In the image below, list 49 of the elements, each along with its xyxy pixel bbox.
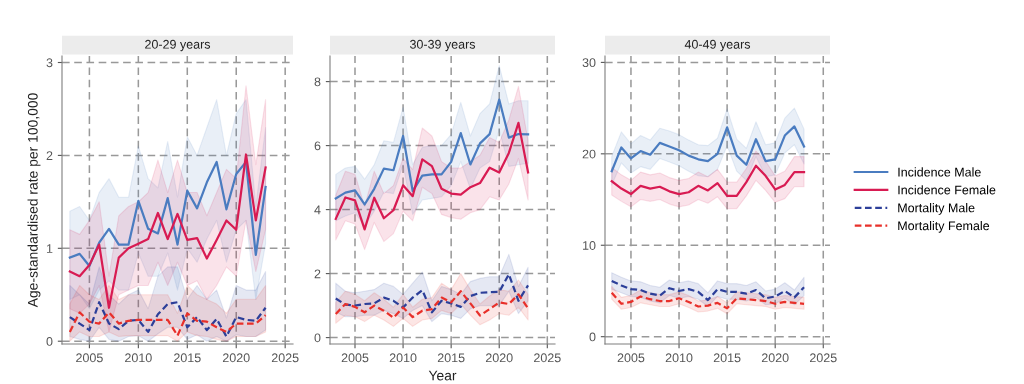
y-tick-label: 2 (46, 151, 53, 160)
line-series (334, 290, 530, 319)
y-tick-label: 4 (314, 205, 321, 215)
y-tick-label: 20 (582, 149, 596, 159)
x-tick-label: 2025 (534, 353, 561, 363)
chart-title: 40-49 years (684, 39, 751, 52)
x-tick-label: 2015 (437, 353, 465, 363)
x-tick-label: 2010 (125, 353, 152, 363)
line-series (68, 311, 267, 337)
line-series (334, 273, 530, 314)
x-tick-label: 2020 (761, 353, 789, 363)
line-series (68, 301, 267, 338)
x-tick-label: 2010 (389, 353, 417, 363)
line-series (334, 98, 530, 206)
line-series (610, 164, 806, 197)
y-tick-label: 0 (314, 333, 321, 343)
x-tick-label: 2010 (665, 353, 693, 363)
y-tick-label: 0 (46, 337, 53, 346)
x-axis-title: Year (428, 370, 457, 381)
y-tick-label: 2 (314, 269, 321, 279)
line-series (334, 121, 530, 231)
x-tick-label: 2005 (76, 353, 103, 363)
x-tick-label: 2025 (810, 353, 837, 363)
line-series (68, 153, 267, 309)
x-tick-label: 2020 (222, 353, 250, 363)
y-tick-label: 0 (589, 332, 596, 342)
x-tick-label: 2005 (617, 353, 645, 363)
y-tick-label: 30 (582, 58, 596, 68)
x-tick-label: 2005 (341, 353, 369, 363)
legend-label: Incidence Male (898, 167, 981, 177)
line-series (610, 291, 806, 310)
line-series (610, 279, 806, 302)
y-tick-label: 10 (583, 241, 596, 250)
chart-title: 30-39 years (409, 39, 476, 52)
legend-label: Incidence Female (898, 185, 996, 195)
chart-title: 20-29 years (145, 39, 211, 52)
x-tick-label: 2025 (271, 353, 299, 363)
y-axis-title: Age-standardised rate per 100,000 (27, 93, 41, 308)
line-series (610, 125, 806, 173)
y-tick-label: 3 (46, 58, 53, 68)
x-tick-label: 2020 (485, 353, 513, 363)
y-tick-label: 1 (46, 244, 53, 253)
legend-label: Mortality Female (898, 221, 990, 233)
x-tick-label: 2015 (174, 353, 201, 363)
legend-label: Mortality Male (898, 203, 975, 215)
line-series (68, 160, 267, 268)
y-tick-label: 6 (314, 141, 321, 151)
y-tick-label: 8 (314, 77, 321, 87)
x-tick-label: 2015 (713, 353, 741, 363)
